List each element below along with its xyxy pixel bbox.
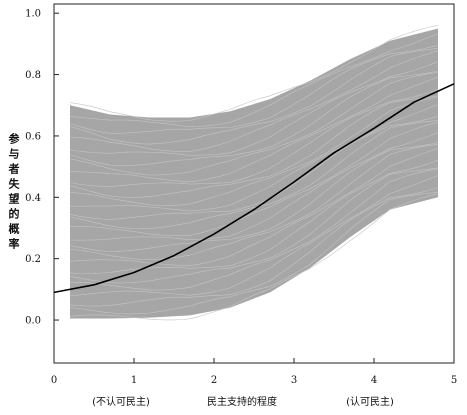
simulation-draw-line [69, 193, 439, 321]
y-tick-label: 0.8 [25, 70, 41, 81]
simulation-draw-line [69, 104, 439, 212]
simulation-draw-line [69, 50, 439, 152]
simulation-draw-line [69, 77, 439, 183]
simulation-band [69, 25, 439, 321]
simulation-draw-line [69, 116, 439, 220]
simulation-draw-line [69, 175, 439, 297]
simulation-draw-line [69, 61, 439, 156]
x-tick-label: 3 [291, 375, 297, 386]
y-axis-label-text: 参与者失望的概率 [8, 132, 21, 251]
y-tick-label: 1.0 [25, 9, 41, 20]
mean-curve-line [53, 83, 455, 294]
x-tick-label: 2 [211, 375, 217, 386]
x-annotation-approve: (认可民主) [346, 395, 394, 408]
x-annotation-disapprove: (不认可民主) [92, 395, 150, 408]
simulation-draw-line [69, 187, 439, 307]
simulation-draw-line [69, 33, 439, 128]
simulation-draw-line [69, 70, 439, 166]
simulation-draw-line [69, 96, 439, 206]
simulation-draw-line [69, 132, 439, 241]
x-tick-label: 5 [451, 375, 457, 386]
simulation-draw-line [69, 25, 439, 122]
x-tick-label: 1 [131, 375, 137, 386]
simulation-draw-line [69, 167, 439, 284]
y-tick-label: 0.4 [25, 193, 41, 204]
plot-frame [53, 3, 455, 364]
mean-curve [53, 83, 455, 294]
simulation-draw-line [69, 122, 439, 236]
simulation-draw-line [69, 120, 439, 230]
y-axis-label: 参与者失望的概率 [8, 132, 21, 251]
simulation-draw-line [69, 159, 439, 274]
y-axis: 0.0 0.2 0.4 0.6 0.8 1.0 [25, 9, 59, 327]
y-tick-label: 0.0 [25, 316, 41, 327]
y-tick-label: 0.6 [25, 131, 41, 142]
simulation-draw-line [69, 168, 439, 291]
x-axis-label: 民主支持的程度 [207, 395, 277, 408]
simulation-draw-line [69, 72, 439, 176]
simulation-draw-line [69, 89, 439, 187]
x-tick-label: 0 [51, 375, 57, 386]
simulation-draw-line [69, 191, 439, 315]
simulation-draw-line [69, 148, 439, 267]
simulation-draw-line [69, 144, 439, 261]
simulation-draw-line [69, 95, 439, 198]
simulation-draw-line [69, 44, 439, 134]
y-tick-label: 0.2 [25, 254, 41, 265]
simulation-draw-line [69, 48, 439, 145]
simulation-draw-line [69, 142, 439, 252]
x-tick-label: 4 [371, 375, 377, 386]
x-axis: 0 1 2 3 4 5 [51, 358, 457, 386]
